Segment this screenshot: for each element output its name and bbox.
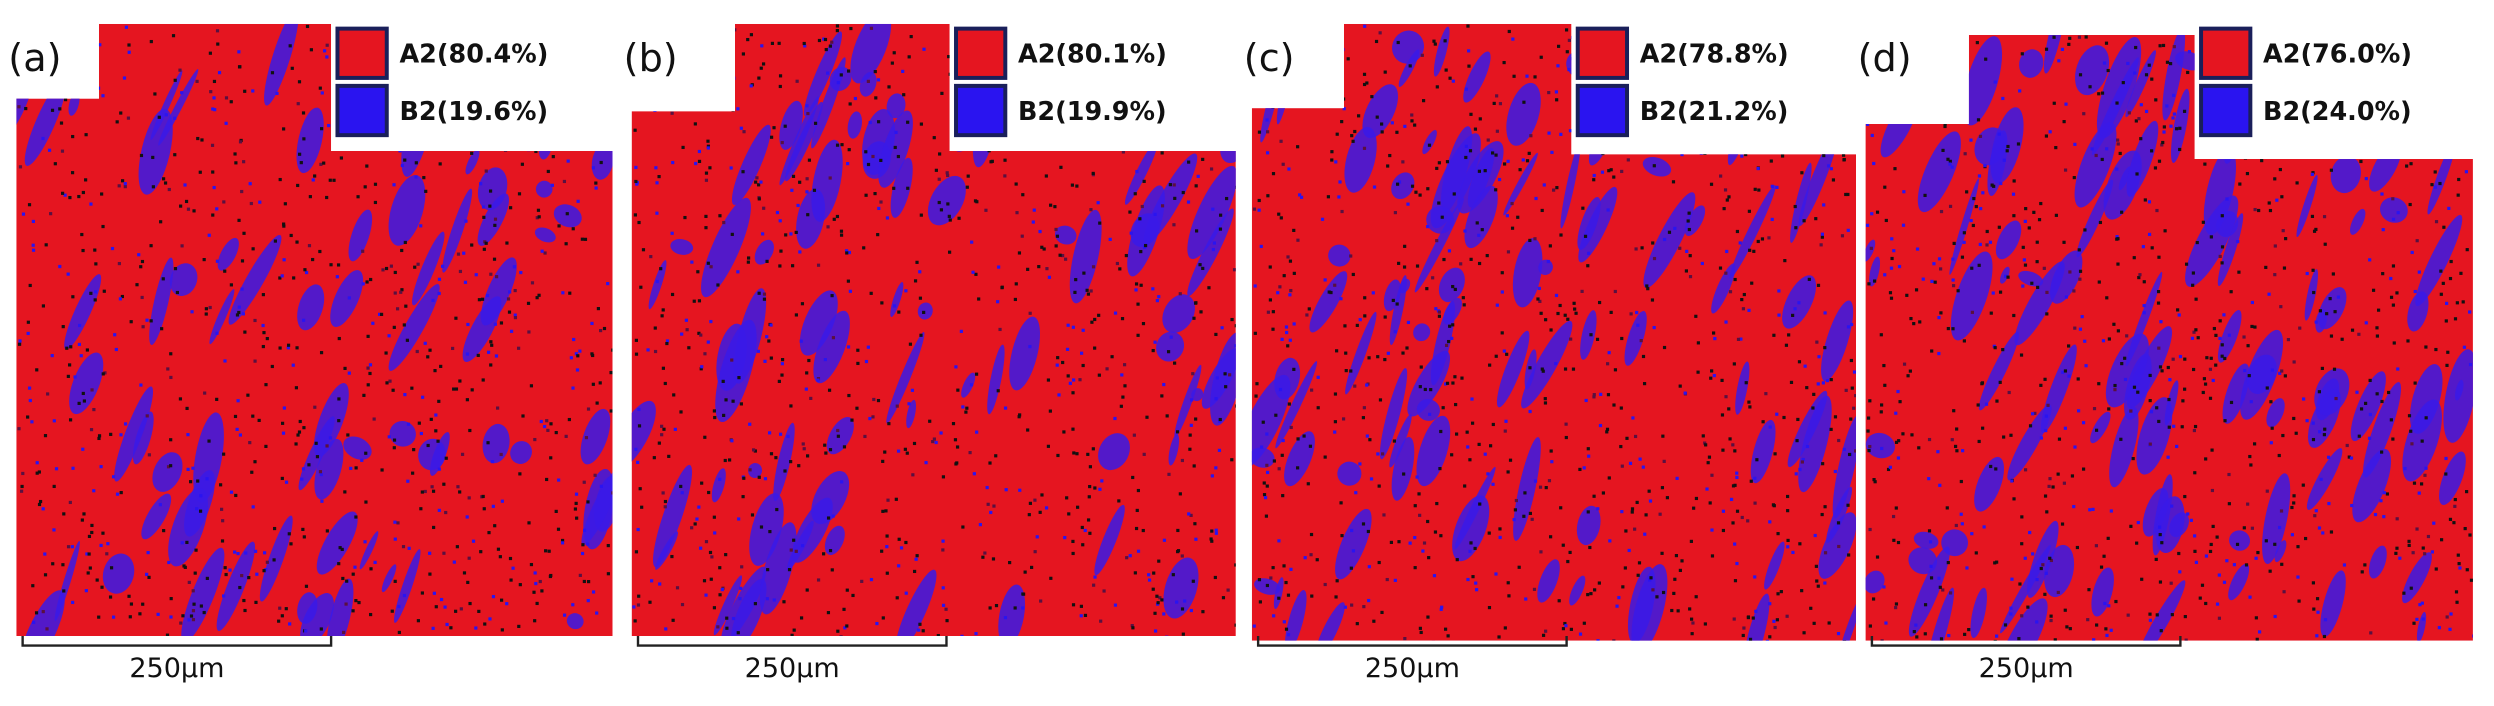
- legend-swatch: [1575, 26, 1630, 80]
- legend-label: B2(19.9%): [1018, 96, 1167, 126]
- legend-label: A2(80.4%): [399, 39, 548, 69]
- scale-bar: [21, 636, 333, 647]
- scale-bar: [636, 636, 948, 647]
- legend-swatch: [954, 26, 1008, 80]
- scale-bar: [1256, 636, 1568, 647]
- legend-swatch: [954, 83, 1008, 138]
- legend-label: B2(19.6%): [399, 96, 548, 126]
- legend-label: B2(24.0%): [2263, 96, 2412, 126]
- panel-label: (b): [624, 36, 678, 80]
- legend-label: A2(80.1%): [1018, 39, 1167, 69]
- phase-map: [1251, 23, 1857, 641]
- legend-swatch: [335, 26, 389, 80]
- phase-map: [631, 23, 1236, 637]
- legend-swatch: [1575, 83, 1630, 138]
- scale-bar: [1870, 636, 2182, 647]
- legend-label: A2(76.0%): [2263, 39, 2412, 69]
- scale-bar-label: 250μm: [1365, 653, 1460, 684]
- panel-label: (c): [1244, 36, 1295, 80]
- legend-swatch: [2199, 26, 2253, 80]
- legend-swatch: [2199, 83, 2253, 138]
- scale-bar-label: 250μm: [129, 653, 224, 684]
- legend-swatch: [335, 83, 389, 138]
- scale-bar-label: 250μm: [745, 653, 840, 684]
- scale-bar-label: 250μm: [1979, 653, 2074, 684]
- panel-label: (d): [1858, 36, 1912, 80]
- phase-map: [16, 23, 613, 637]
- legend-label: A2(78.8%): [1640, 39, 1789, 69]
- panel-label: (a): [8, 36, 61, 80]
- legend-label: B2(21.2%): [1640, 96, 1789, 126]
